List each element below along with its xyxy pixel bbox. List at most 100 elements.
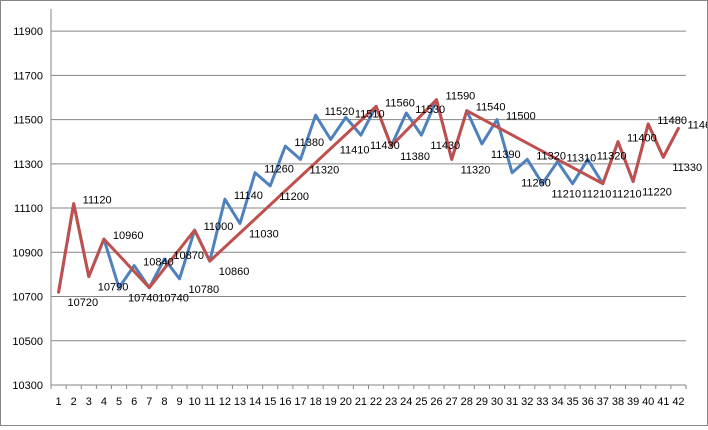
data-label: 11380	[294, 137, 324, 149]
data-label: 11320	[536, 150, 566, 162]
x-tick-label: 29	[476, 396, 488, 408]
data-label: 10860	[219, 266, 250, 278]
data-label: 11320	[309, 164, 339, 176]
data-label: 10780	[189, 284, 220, 296]
data-label: 11430	[430, 140, 460, 152]
data-label: 11000	[204, 221, 234, 233]
x-tick-label: 5	[116, 396, 122, 408]
data-label: 11400	[627, 133, 657, 145]
x-tick-label: 23	[385, 396, 397, 408]
x-tick-label: 3	[86, 396, 92, 408]
data-label: 11260	[521, 178, 551, 190]
x-tick-label: 41	[657, 396, 669, 408]
x-tick-label: 34	[551, 396, 563, 408]
data-label: 10790	[98, 282, 129, 294]
x-tick-label: 27	[446, 396, 458, 408]
y-tick-label: 11500	[13, 115, 43, 127]
x-tick-label: 25	[415, 396, 427, 408]
data-label: 11500	[506, 111, 536, 123]
data-label: 11390	[491, 149, 521, 161]
x-tick-label: 17	[294, 396, 306, 408]
x-tick-label: 38	[612, 396, 624, 408]
y-tick-label: 10500	[12, 336, 43, 348]
series-lines	[57, 98, 680, 294]
x-tick-label: 9	[176, 396, 182, 408]
data-label: 11310	[566, 153, 596, 165]
y-tick-label: 10300	[12, 380, 43, 392]
data-label: 11460	[687, 119, 707, 131]
y-tick-label: 10900	[12, 247, 43, 259]
data-label: 11520	[325, 106, 355, 118]
data-label: 11200	[279, 191, 309, 203]
x-tick-label: 7	[146, 396, 152, 408]
x-tick-label: 10	[189, 396, 201, 408]
data-label: 10960	[113, 230, 144, 242]
x-tick-label: 40	[642, 396, 654, 408]
data-label: 11540	[476, 102, 506, 114]
data-label: 11590	[446, 91, 476, 103]
data-label: 11410	[340, 144, 370, 156]
x-tick-label: 37	[597, 396, 609, 408]
data-label: 11510	[355, 108, 385, 120]
y-tick-label: 10700	[12, 292, 43, 304]
x-tick-label: 21	[355, 396, 367, 408]
x-tick-label: 18	[309, 396, 321, 408]
y-tick-label: 11700	[13, 70, 43, 82]
x-tick-label: 26	[430, 396, 442, 408]
x-tick-label: 19	[325, 396, 337, 408]
x-tick-label: 15	[264, 396, 276, 408]
data-label: 11120	[83, 195, 112, 207]
x-tick-label: 28	[461, 396, 473, 408]
data-label: 11560	[385, 97, 415, 109]
x-tick-label: 24	[400, 396, 412, 408]
x-tick-label: 4	[101, 396, 107, 408]
x-tick-label: 14	[249, 396, 261, 408]
data-label: 10740	[128, 293, 159, 305]
x-tick-label: 32	[521, 396, 533, 408]
x-tick-label: 42	[672, 396, 684, 408]
data-label: 11210	[551, 189, 581, 201]
data-label: 11380	[400, 151, 430, 163]
x-tick-label: 6	[131, 396, 137, 408]
x-tick-label: 16	[279, 396, 291, 408]
y-tick-label: 11900	[13, 26, 43, 38]
x-tick-label: 13	[234, 396, 246, 408]
data-label: 11140	[234, 190, 263, 202]
x-tick-label: 2	[71, 396, 77, 408]
data-label: 10720	[68, 297, 99, 309]
x-tick-label: 36	[582, 396, 594, 408]
axes: 10300 10500 10700 10900 11100 11300 11500 11700…	[12, 9, 687, 408]
x-tick-label: 30	[491, 396, 503, 408]
data-label: 11330	[672, 162, 702, 174]
x-tick-label: 31	[506, 396, 518, 408]
data-label: 10840	[143, 257, 174, 269]
data-label: 11260	[264, 164, 294, 176]
y-tick-label: 11300	[13, 159, 43, 171]
data-label: 11320	[461, 164, 491, 176]
data-label: 11430	[370, 140, 400, 152]
data-label: 11480	[657, 115, 687, 127]
data-label: 11530	[415, 104, 445, 116]
series-line-2	[57, 98, 680, 294]
x-tick-label: 8	[161, 396, 167, 408]
data-label: 11220	[642, 187, 672, 199]
series-line-1	[57, 98, 680, 294]
x-tick-label: 11	[204, 396, 215, 408]
x-tick-label: 22	[370, 396, 382, 408]
x-tick-label: 39	[627, 396, 639, 408]
x-tick-label: 12	[219, 396, 231, 408]
x-tick-label: 1	[55, 396, 61, 408]
y-tick-label: 11100	[14, 203, 43, 215]
data-label: 11320	[597, 150, 627, 162]
data-label: 11210	[612, 189, 642, 201]
data-labels: 10720 11120 10790 10960 10740 10840 10740 10870…	[68, 91, 708, 309]
data-label: 10740	[158, 293, 189, 305]
gridlines	[51, 30, 686, 386]
data-label: 11210	[582, 189, 612, 201]
x-tick-label: 20	[340, 396, 352, 408]
x-tick-label: 35	[566, 396, 578, 408]
data-label: 10870	[173, 250, 204, 262]
data-label: 11030	[249, 229, 279, 241]
